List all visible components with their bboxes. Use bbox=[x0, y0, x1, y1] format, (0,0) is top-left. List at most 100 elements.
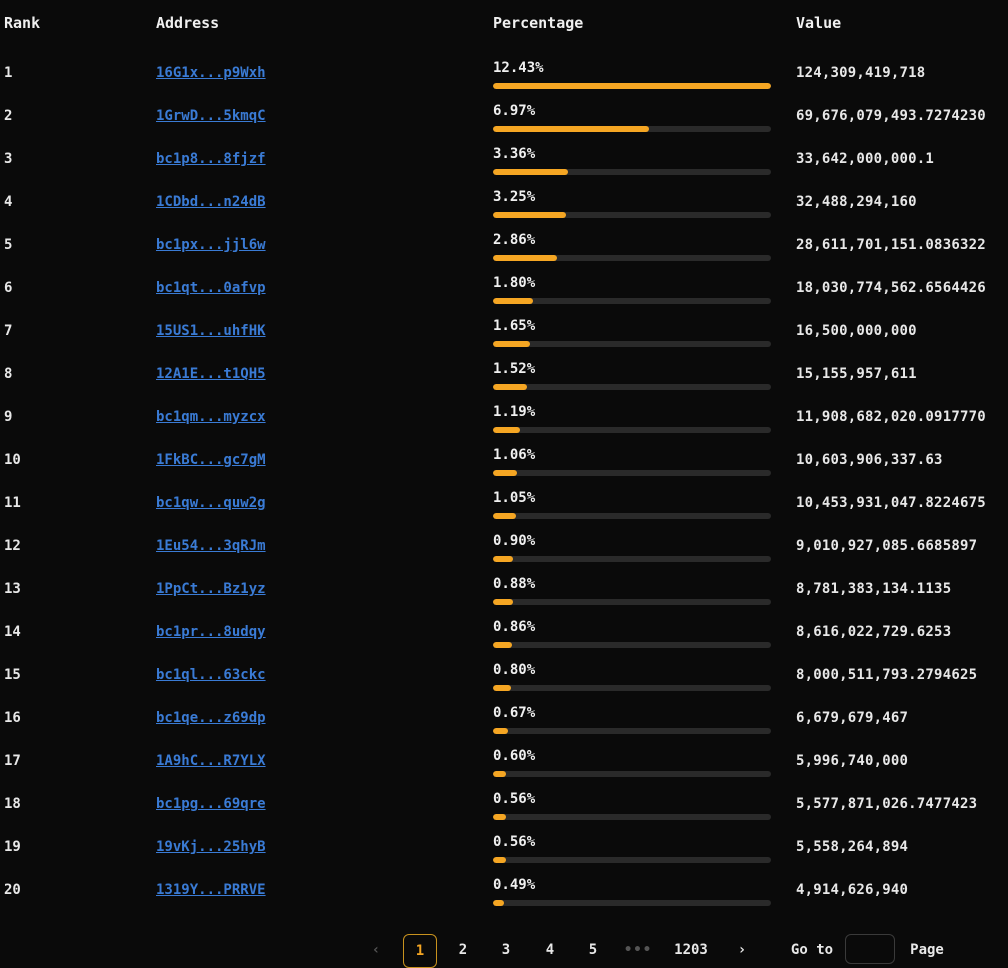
value-column-header: Value bbox=[796, 14, 842, 32]
percentage-bar-fill bbox=[493, 169, 569, 175]
value-cell: 124,309,419,718 bbox=[796, 65, 926, 81]
table-row: 17 1A9hC...R7YLX 0.60% 5,996,740,000 bbox=[0, 738, 1008, 781]
address-link[interactable]: bc1p8...8fjzf bbox=[156, 151, 266, 167]
holders-table-body: 1 16G1x...p9Wxh 12.43% 124,309,419,718 2 1Grw… bbox=[0, 50, 1008, 910]
page-button-current[interactable]: 1 bbox=[403, 934, 437, 968]
address-cell: bc1qt...0afvp bbox=[156, 279, 266, 297]
address-link[interactable]: bc1px...jjl6w bbox=[156, 237, 266, 253]
prev-page-button[interactable]: ‹ bbox=[366, 934, 386, 966]
percentage-bar-fill bbox=[493, 728, 508, 734]
percentage-bar-track bbox=[493, 685, 771, 691]
address-link[interactable]: 1CDbd...n24dB bbox=[156, 194, 266, 210]
address-link[interactable]: bc1qw...quw2g bbox=[156, 495, 266, 511]
chevron-right-icon: › bbox=[737, 942, 747, 958]
pagination-ellipsis[interactable]: ••• bbox=[623, 942, 653, 958]
address-link[interactable]: 15US1...uhfHK bbox=[156, 323, 266, 339]
percentage-label: 0.56% bbox=[493, 791, 536, 807]
page-button-4[interactable]: 4 bbox=[545, 942, 555, 958]
percentage-label: 0.90% bbox=[493, 533, 536, 549]
table-row: 6 bc1qt...0afvp 1.80% 18,030,774,562.656442… bbox=[0, 265, 1008, 308]
address-cell: 1GrwD...5kmqC bbox=[156, 107, 266, 125]
value-cell: 15,155,957,611 bbox=[796, 366, 917, 382]
address-link[interactable]: 19vKj...25hyB bbox=[156, 839, 266, 855]
address-link[interactable]: 1Eu54...3qRJm bbox=[156, 538, 266, 554]
value-cell: 5,558,264,894 bbox=[796, 839, 909, 855]
percentage-bar-fill bbox=[493, 255, 557, 261]
address-link[interactable]: 1FkBC...gc7gM bbox=[156, 452, 266, 468]
percentage-bar-fill bbox=[493, 212, 566, 218]
address-cell: 15US1...uhfHK bbox=[156, 322, 266, 340]
rank-cell: 11 bbox=[4, 495, 21, 511]
goto-page-input[interactable] bbox=[845, 934, 895, 964]
percentage-label: 0.60% bbox=[493, 748, 536, 764]
percentage-bar-track bbox=[493, 255, 771, 261]
percentage-label: 1.19% bbox=[493, 404, 536, 420]
address-link[interactable]: bc1pg...69qre bbox=[156, 796, 266, 812]
address-cell: bc1pg...69qre bbox=[156, 795, 266, 813]
percentage-bar-track bbox=[493, 169, 771, 175]
table-row: 20 1319Y...PRRVE 0.49% 4,914,626,940 bbox=[0, 867, 1008, 910]
chevron-left-icon: ‹ bbox=[371, 942, 381, 958]
rank-cell: 3 bbox=[4, 151, 13, 167]
address-link[interactable]: bc1pr...8udqy bbox=[156, 624, 266, 640]
percentage-bar-fill bbox=[493, 341, 530, 347]
address-cell: 1CDbd...n24dB bbox=[156, 193, 266, 211]
rank-cell: 20 bbox=[4, 882, 21, 898]
address-link[interactable]: 1319Y...PRRVE bbox=[156, 882, 266, 898]
address-cell: bc1qw...quw2g bbox=[156, 494, 266, 512]
percentage-bar-track bbox=[493, 771, 771, 777]
page-button-3[interactable]: 3 bbox=[501, 942, 511, 958]
goto-label: Go to bbox=[790, 942, 834, 958]
percentage-label: 2.86% bbox=[493, 232, 536, 248]
rank-cell: 6 bbox=[4, 280, 13, 296]
page-button-last[interactable]: 1203 bbox=[674, 942, 708, 958]
address-cell: bc1ql...63ckc bbox=[156, 666, 266, 684]
percentage-bar-fill bbox=[493, 384, 527, 390]
percentage-label: 1.05% bbox=[493, 490, 536, 506]
rank-cell: 10 bbox=[4, 452, 21, 468]
table-row: 2 1GrwD...5kmqC 6.97% 69,676,079,493.727423… bbox=[0, 93, 1008, 136]
percentage-bar-fill bbox=[493, 642, 513, 648]
percentage-label: 0.49% bbox=[493, 877, 536, 893]
percentage-label: 0.86% bbox=[493, 619, 536, 635]
value-cell: 8,616,022,729.6253 bbox=[796, 624, 952, 640]
address-link[interactable]: 1PpCt...Bz1yz bbox=[156, 581, 266, 597]
address-cell: 1A9hC...R7YLX bbox=[156, 752, 266, 770]
rank-cell: 1 bbox=[4, 65, 13, 81]
address-link[interactable]: 1A9hC...R7YLX bbox=[156, 753, 266, 769]
address-column-header: Address bbox=[156, 14, 220, 32]
address-cell: bc1p8...8fjzf bbox=[156, 150, 266, 168]
percentage-bar-track bbox=[493, 470, 771, 476]
percentage-label: 1.06% bbox=[493, 447, 536, 463]
percentage-bar-track bbox=[493, 900, 771, 906]
percentage-bar-fill bbox=[493, 298, 534, 304]
address-link[interactable]: 1GrwD...5kmqC bbox=[156, 108, 266, 124]
address-cell: bc1pr...8udqy bbox=[156, 623, 266, 641]
rank-cell: 15 bbox=[4, 667, 21, 683]
address-link[interactable]: 12A1E...t1QH5 bbox=[156, 366, 266, 382]
page-label: Page bbox=[910, 942, 944, 958]
percentage-bar-fill bbox=[493, 556, 514, 562]
next-page-button[interactable]: › bbox=[732, 934, 752, 966]
percentage-label: 0.67% bbox=[493, 705, 536, 721]
value-cell: 32,488,294,160 bbox=[796, 194, 917, 210]
address-cell: 1FkBC...gc7gM bbox=[156, 451, 266, 469]
rank-column-header: Rank bbox=[4, 14, 41, 32]
rank-cell: 8 bbox=[4, 366, 13, 382]
address-link[interactable]: bc1ql...63ckc bbox=[156, 667, 266, 683]
percentage-bar-fill bbox=[493, 599, 513, 605]
address-link[interactable]: bc1qe...z69dp bbox=[156, 710, 266, 726]
percentage-bar-track bbox=[493, 298, 771, 304]
address-link[interactable]: bc1qm...myzcx bbox=[156, 409, 266, 425]
page-button-2[interactable]: 2 bbox=[458, 942, 468, 958]
percentage-bar-fill bbox=[493, 513, 517, 519]
table-row: 15 bc1ql...63ckc 0.80% 8,000,511,793.279462… bbox=[0, 652, 1008, 695]
percentage-label: 6.97% bbox=[493, 103, 536, 119]
address-link[interactable]: 16G1x...p9Wxh bbox=[156, 65, 266, 81]
table-row: 12 1Eu54...3qRJm 0.90% 9,010,927,085.668589… bbox=[0, 523, 1008, 566]
address-link[interactable]: bc1qt...0afvp bbox=[156, 280, 266, 296]
percentage-bar-track bbox=[493, 556, 771, 562]
value-cell: 18,030,774,562.6564426 bbox=[796, 280, 986, 296]
page-button-5[interactable]: 5 bbox=[588, 942, 598, 958]
table-row: 9 bc1qm...myzcx 1.19% 11,908,682,020.091777… bbox=[0, 394, 1008, 437]
